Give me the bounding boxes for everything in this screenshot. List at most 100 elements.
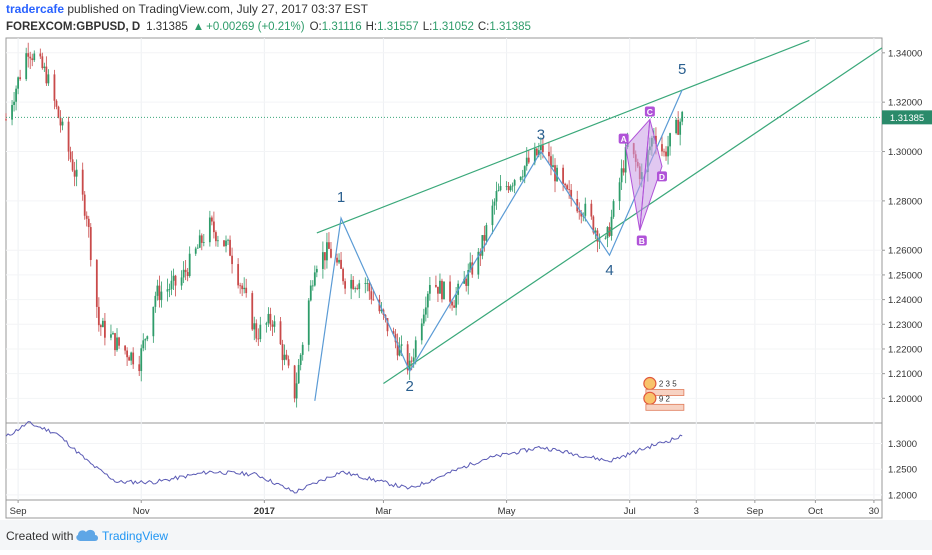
candle-body: [481, 235, 484, 256]
candle-body: [513, 180, 516, 186]
candle-body: [208, 217, 211, 243]
candle-body: [269, 313, 272, 325]
candle-body: [352, 279, 355, 289]
candle-body: [372, 299, 375, 301]
candle-body: [55, 100, 58, 107]
candle-body: [130, 352, 133, 361]
candle-body: [144, 339, 147, 341]
lower-pane-series[interactable]: [5, 421, 683, 494]
price-tick-label: 1.32000: [888, 98, 922, 109]
header-line-1: tradercafe published on TradingView.com,…: [6, 2, 369, 16]
candle-body: [97, 306, 100, 326]
candle-body: [525, 157, 528, 167]
candle-body: [467, 270, 470, 286]
lower-tick-label: 1.2500: [888, 465, 917, 476]
candle-body: [81, 169, 84, 195]
change-value: +0.00269 (+0.21%): [206, 21, 305, 33]
candle-body: [499, 186, 502, 191]
candle-body: [104, 320, 106, 338]
candle-body: [449, 281, 451, 302]
candle-body: [59, 117, 62, 126]
price-tick-label: 1.28000: [888, 196, 922, 207]
candle-body: [521, 176, 524, 178]
wave-label-3: 3: [537, 127, 545, 144]
abcd-pattern: A B C D: [618, 106, 667, 246]
candle-body: [527, 157, 530, 163]
candle-body: [154, 295, 157, 307]
candle-body: [67, 121, 70, 152]
candle-body: [73, 170, 76, 177]
candle-body: [202, 242, 205, 243]
candle-body: [229, 239, 231, 256]
low-label: L:: [423, 21, 433, 33]
candle-body: [426, 293, 429, 308]
candle-body: [186, 272, 189, 277]
candle-body: [215, 232, 217, 242]
candle-body: [227, 239, 229, 241]
candle-body: [287, 359, 290, 366]
candle-body: [463, 278, 466, 284]
wave-label-5: 5: [678, 61, 686, 78]
time-tick-label: Sep: [746, 506, 763, 517]
pattern-point-badge: [644, 106, 655, 117]
pattern-label-a: A: [621, 134, 627, 144]
footer-bar: [0, 520, 932, 550]
candle-body: [19, 77, 22, 80]
footer-brand[interactable]: TradingView: [102, 529, 168, 543]
us-flag-icon[interactable]: [643, 391, 657, 405]
candle-body: [342, 268, 344, 282]
candle-body: [140, 348, 143, 372]
time-tick-label: 2017: [254, 506, 275, 517]
candle-body: [212, 221, 215, 233]
candle-body: [225, 240, 227, 247]
candle-body: [350, 279, 353, 289]
lower-grid: [6, 443, 882, 496]
candle-body: [380, 309, 383, 312]
candle-body: [453, 305, 455, 308]
candle-body: [592, 216, 595, 233]
channel-lower-line[interactable]: [383, 47, 883, 385]
tradingview-logo-icon: [76, 529, 98, 541]
candle-body: [293, 365, 296, 399]
candle-body: [47, 74, 50, 84]
time-tick-label: May: [498, 506, 516, 517]
candle-body: [655, 135, 657, 145]
close-label: C:: [478, 21, 490, 33]
candle-body: [69, 151, 72, 160]
price-tick-label: 1.22000: [888, 344, 922, 355]
candle-body: [138, 364, 141, 372]
uk-flag-icon[interactable]: [643, 376, 657, 391]
candle-body: [550, 156, 552, 168]
change-arrow-icon: ▲: [193, 21, 204, 33]
candle-body: [158, 285, 161, 301]
candle-body: [174, 275, 177, 286]
channel-upper-line[interactable]: [316, 39, 810, 234]
candle-body: [420, 323, 423, 341]
price-tick-label: 1.30000: [888, 147, 922, 158]
candle-body: [53, 74, 56, 101]
low-value: 1.31052: [432, 21, 474, 33]
candle-body: [11, 104, 13, 120]
price-tick-label: 1.20000: [888, 394, 922, 405]
candle-body: [394, 333, 397, 343]
candles: [5, 42, 684, 408]
event-bar: [645, 403, 685, 411]
candle-body: [578, 211, 581, 213]
candle-body: [95, 259, 98, 307]
candle-body: [196, 247, 199, 249]
candle-body: [392, 331, 395, 334]
time-tick-label: 3: [694, 506, 699, 517]
candle-body: [124, 345, 126, 351]
candle-body: [239, 285, 242, 287]
candle-body: [57, 106, 60, 118]
candle-body: [338, 259, 340, 263]
elliott-wave-path[interactable]: [314, 89, 683, 401]
author-link[interactable]: tradercafe: [6, 2, 64, 16]
candle-body: [31, 58, 34, 61]
candle-body: [570, 189, 573, 199]
candle-body: [299, 354, 302, 365]
candle-body: [604, 237, 607, 239]
candle-body: [400, 344, 403, 346]
